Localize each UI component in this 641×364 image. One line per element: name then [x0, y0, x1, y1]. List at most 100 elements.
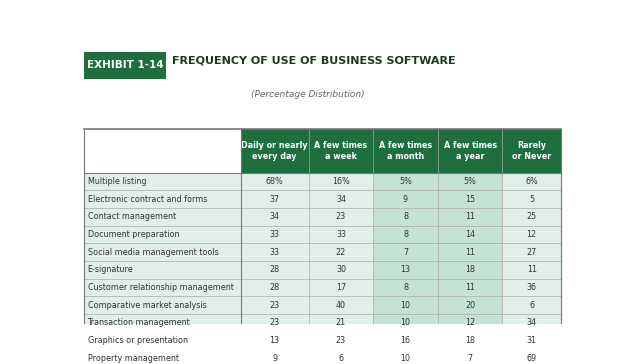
Bar: [438, 261, 503, 278]
Text: 12: 12: [527, 230, 537, 239]
Text: 8: 8: [403, 212, 408, 221]
Bar: [373, 226, 438, 243]
Bar: [373, 278, 438, 296]
Text: 30: 30: [336, 265, 346, 274]
Bar: [84, 208, 561, 226]
Text: Transaction management: Transaction management: [88, 318, 190, 327]
Bar: [438, 129, 503, 173]
Text: 25: 25: [526, 212, 537, 221]
Bar: [84, 226, 561, 243]
Text: 23: 23: [336, 212, 346, 221]
Text: 11: 11: [465, 248, 475, 257]
Bar: [373, 190, 438, 208]
Bar: [84, 190, 561, 208]
Text: 33: 33: [336, 230, 346, 239]
Text: 16%: 16%: [332, 177, 350, 186]
Text: EXHIBIT 1-14: EXHIBIT 1-14: [87, 60, 163, 70]
Text: 6: 6: [529, 301, 534, 309]
Text: 11: 11: [465, 283, 475, 292]
Text: 6: 6: [338, 353, 344, 363]
Bar: [438, 190, 503, 208]
Text: Multiple listing: Multiple listing: [88, 177, 146, 186]
Text: 6%: 6%: [526, 177, 538, 186]
Bar: [438, 332, 503, 349]
Text: 11: 11: [465, 212, 475, 221]
Text: A few times
a week: A few times a week: [314, 141, 367, 161]
Text: 10: 10: [401, 301, 410, 309]
Text: Social media management tools: Social media management tools: [88, 248, 219, 257]
Text: Graphics or presentation: Graphics or presentation: [88, 336, 188, 345]
Text: 22: 22: [336, 248, 346, 257]
Bar: [84, 243, 561, 261]
Text: A few times
a month: A few times a month: [379, 141, 432, 161]
Bar: [373, 173, 438, 190]
Bar: [84, 261, 561, 278]
Text: 40: 40: [336, 301, 346, 309]
Text: 20: 20: [465, 301, 475, 309]
Bar: [84, 296, 561, 314]
Bar: [84, 129, 240, 173]
Bar: [438, 226, 503, 243]
Text: 27: 27: [526, 248, 537, 257]
Bar: [438, 173, 503, 190]
Text: 23: 23: [270, 318, 279, 327]
Bar: [373, 296, 438, 314]
Text: 68%: 68%: [266, 177, 283, 186]
Bar: [84, 314, 561, 332]
Text: 15: 15: [465, 195, 475, 203]
Text: E-signature: E-signature: [88, 265, 133, 274]
Text: 36: 36: [527, 283, 537, 292]
Text: 7: 7: [403, 248, 408, 257]
Bar: [84, 52, 166, 79]
Text: Customer relationship management: Customer relationship management: [88, 283, 233, 292]
Text: 18: 18: [465, 336, 475, 345]
Text: 31: 31: [527, 336, 537, 345]
Text: 21: 21: [336, 318, 346, 327]
Bar: [373, 332, 438, 349]
Text: 13: 13: [401, 265, 410, 274]
Text: Rarely
or Never: Rarely or Never: [512, 141, 551, 161]
Bar: [84, 332, 561, 349]
Bar: [373, 314, 438, 332]
Text: Daily or nearly
every day: Daily or nearly every day: [241, 141, 308, 161]
Text: 9: 9: [403, 195, 408, 203]
Bar: [84, 349, 561, 364]
Text: 12: 12: [465, 318, 475, 327]
Text: Document preparation: Document preparation: [88, 230, 179, 239]
Text: 37: 37: [270, 195, 279, 203]
Text: 5%: 5%: [399, 177, 412, 186]
Bar: [438, 314, 503, 332]
Bar: [84, 278, 561, 296]
Text: A few times
a year: A few times a year: [444, 141, 497, 161]
Text: 11: 11: [527, 265, 537, 274]
Text: (Percentage Distribution): (Percentage Distribution): [251, 90, 364, 99]
Bar: [240, 129, 309, 173]
Bar: [373, 129, 438, 173]
Text: 33: 33: [270, 248, 279, 257]
Text: 23: 23: [336, 336, 346, 345]
Bar: [373, 208, 438, 226]
Bar: [373, 261, 438, 278]
Text: Electronic contract and forms: Electronic contract and forms: [88, 195, 207, 203]
Text: 34: 34: [527, 318, 537, 327]
Text: 10: 10: [401, 318, 410, 327]
Bar: [503, 129, 561, 173]
Text: 8: 8: [403, 230, 408, 239]
Bar: [438, 296, 503, 314]
Text: FREQUENCY OF USE OF BUSINESS SOFTWARE: FREQUENCY OF USE OF BUSINESS SOFTWARE: [172, 55, 456, 66]
Bar: [309, 129, 373, 173]
Text: 18: 18: [465, 265, 475, 274]
Text: 5%: 5%: [463, 177, 476, 186]
Text: 8: 8: [403, 283, 408, 292]
Text: 23: 23: [270, 301, 279, 309]
Text: 5: 5: [529, 195, 534, 203]
Text: 9: 9: [272, 353, 277, 363]
Bar: [438, 278, 503, 296]
Text: 10: 10: [401, 353, 410, 363]
Text: 28: 28: [270, 265, 279, 274]
Bar: [438, 349, 503, 364]
Text: Comparative market analysis: Comparative market analysis: [88, 301, 206, 309]
Text: 28: 28: [270, 283, 279, 292]
Text: 34: 34: [270, 212, 279, 221]
Text: Property management: Property management: [88, 353, 179, 363]
